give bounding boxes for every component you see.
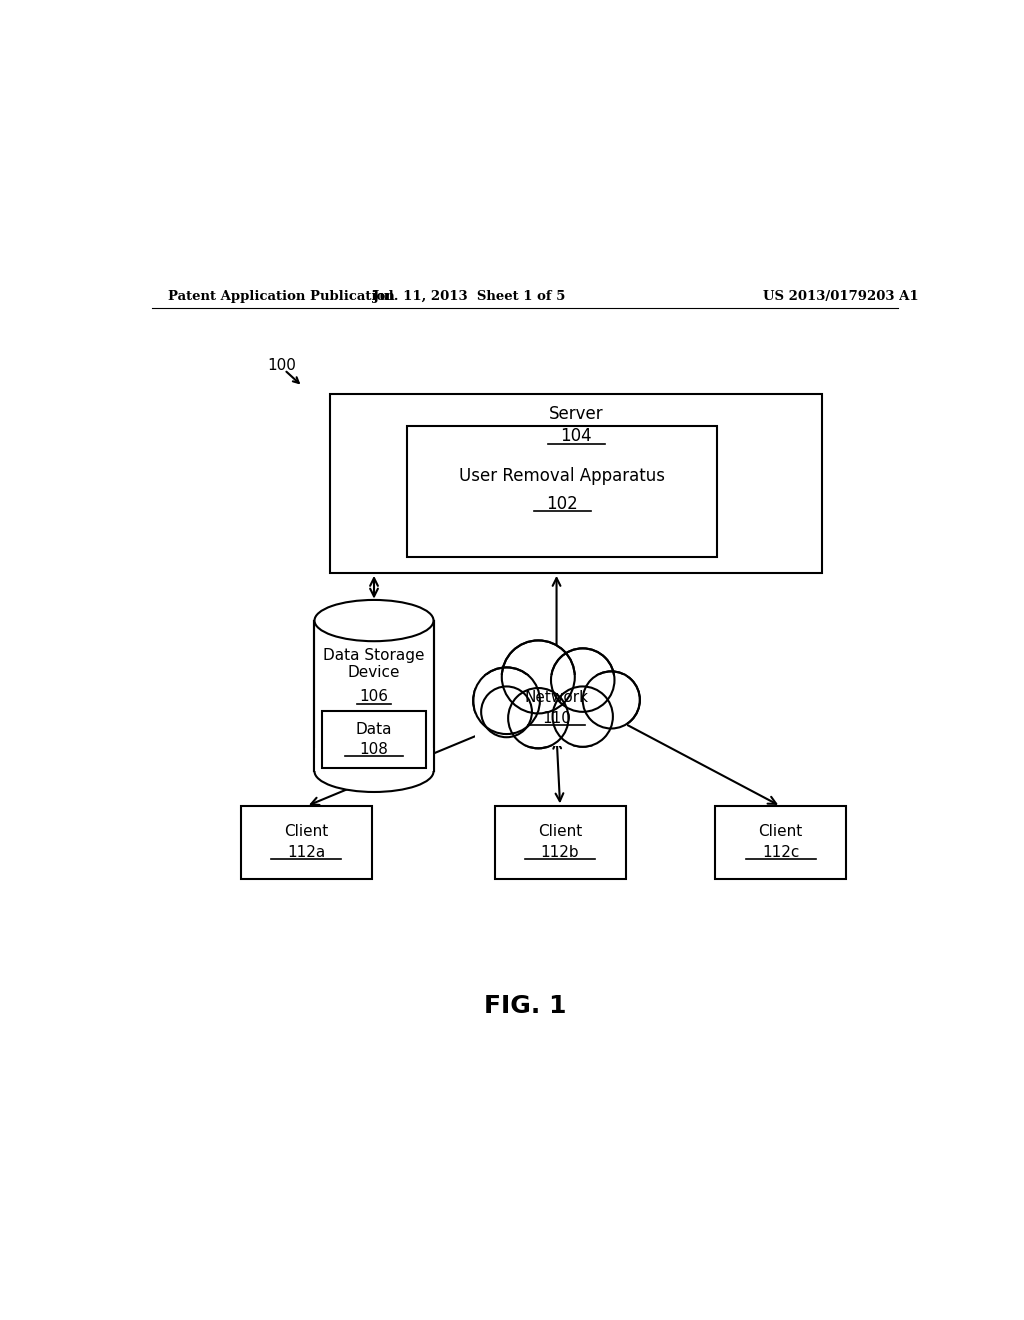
Circle shape (481, 686, 531, 738)
Bar (313, 748, 435, 771)
Circle shape (551, 648, 614, 711)
Circle shape (553, 686, 613, 747)
FancyBboxPatch shape (715, 807, 846, 879)
Circle shape (473, 668, 540, 734)
FancyBboxPatch shape (495, 807, 626, 879)
Text: 100: 100 (267, 358, 296, 372)
Text: 112b: 112b (541, 845, 580, 859)
Text: 104: 104 (560, 428, 592, 445)
Text: 112a: 112a (287, 845, 326, 859)
Text: Network: Network (524, 690, 589, 705)
Text: Client: Client (284, 824, 329, 840)
FancyBboxPatch shape (331, 395, 822, 573)
Text: Data Storage
Device: Data Storage Device (324, 648, 425, 680)
Circle shape (508, 688, 568, 748)
Text: Client: Client (759, 824, 803, 840)
Text: User Removal Apparatus: User Removal Apparatus (459, 467, 666, 484)
Text: US 2013/0179203 A1: US 2013/0179203 A1 (763, 290, 919, 304)
Circle shape (502, 640, 574, 713)
Ellipse shape (314, 599, 433, 642)
Bar (314, 620, 433, 771)
Text: 108: 108 (359, 742, 388, 756)
Text: Client: Client (538, 824, 583, 840)
FancyBboxPatch shape (241, 807, 372, 879)
Ellipse shape (314, 751, 433, 792)
Circle shape (583, 672, 640, 729)
Text: 112c: 112c (762, 845, 800, 859)
Bar (475, 675, 627, 746)
FancyBboxPatch shape (323, 711, 426, 768)
Text: 106: 106 (359, 689, 388, 705)
Text: Server: Server (549, 405, 604, 424)
Text: 110: 110 (542, 710, 571, 726)
Text: Patent Application Publication: Patent Application Publication (168, 290, 394, 304)
Text: Jul. 11, 2013  Sheet 1 of 5: Jul. 11, 2013 Sheet 1 of 5 (373, 290, 565, 304)
FancyBboxPatch shape (408, 426, 717, 557)
Text: Data: Data (355, 722, 392, 737)
Text: 102: 102 (546, 495, 578, 512)
Text: FIG. 1: FIG. 1 (483, 994, 566, 1018)
